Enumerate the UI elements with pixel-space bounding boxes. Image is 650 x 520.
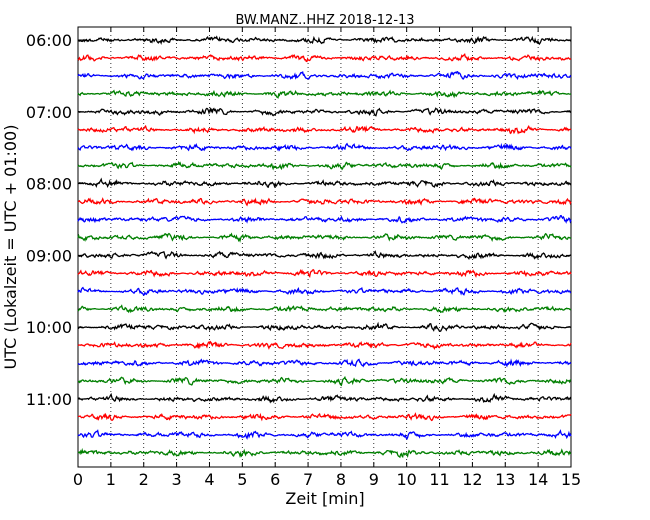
trace-line bbox=[77, 232, 572, 243]
trace-line bbox=[77, 142, 572, 152]
trace-line bbox=[77, 70, 572, 80]
x-tick-label: 5 bbox=[237, 470, 247, 489]
trace-line bbox=[77, 429, 572, 441]
x-axis-label: Zeit [min] bbox=[285, 489, 364, 508]
trace-line bbox=[77, 177, 572, 189]
trace-line bbox=[77, 197, 572, 207]
plot-frame bbox=[77, 26, 572, 468]
x-tick-label: 11 bbox=[429, 470, 449, 489]
y-tick-label: 09:00 bbox=[26, 246, 72, 265]
trace-line bbox=[77, 392, 572, 404]
trace-line bbox=[77, 268, 572, 279]
trace-line bbox=[77, 321, 572, 333]
trace-line bbox=[77, 89, 572, 99]
trace-line bbox=[77, 340, 572, 350]
x-axis: 0 1 2 3 4 5 6 7 8 9 10 11 12 13 14 15 bbox=[73, 27, 581, 489]
x-tick-label: 8 bbox=[336, 470, 346, 489]
trace-line bbox=[77, 286, 572, 296]
trace-line bbox=[77, 412, 572, 422]
trace-line bbox=[77, 160, 572, 171]
chart-title: BW.MANZ..HHZ 2018-12-13 bbox=[235, 13, 414, 28]
x-tick-label: 1 bbox=[106, 470, 116, 489]
x-tick-label: 6 bbox=[270, 470, 280, 489]
trace-line bbox=[77, 304, 572, 314]
x-tick-label: 10 bbox=[396, 470, 416, 489]
trace-line bbox=[77, 447, 572, 459]
trace-line bbox=[77, 53, 572, 63]
trace-line bbox=[77, 250, 572, 261]
x-tick-label: 0 bbox=[73, 470, 83, 489]
trace-line bbox=[77, 124, 572, 135]
x-tick-label: 2 bbox=[139, 470, 149, 489]
trace-line bbox=[77, 107, 572, 117]
y-tick-label: 10:00 bbox=[26, 318, 72, 337]
trace-line bbox=[77, 214, 572, 224]
x-tick-label: 15 bbox=[561, 470, 581, 489]
x-tick-label: 4 bbox=[204, 470, 214, 489]
y-tick-label: 06:00 bbox=[26, 31, 72, 50]
trace-line bbox=[77, 375, 572, 387]
trace-line bbox=[77, 358, 572, 368]
x-tick-label: 13 bbox=[495, 470, 515, 489]
y-tick-label: 08:00 bbox=[26, 175, 72, 194]
traces bbox=[77, 35, 572, 459]
x-tick-label: 14 bbox=[528, 470, 548, 489]
y-axis: 06:00 07:00 08:00 09:00 10:00 11:00 bbox=[26, 31, 571, 409]
y-axis-label: UTC (Lokalzeit = UTC + 01:00) bbox=[1, 125, 20, 370]
y-tick-label: 07:00 bbox=[26, 103, 72, 122]
trace-line bbox=[77, 35, 572, 46]
x-tick-label: 7 bbox=[303, 470, 313, 489]
x-tick-label: 3 bbox=[172, 470, 182, 489]
x-tick-label: 12 bbox=[462, 470, 482, 489]
vertical-grid bbox=[110, 27, 539, 467]
y-tick-label: 11:00 bbox=[26, 390, 72, 409]
x-tick-label: 9 bbox=[369, 470, 379, 489]
